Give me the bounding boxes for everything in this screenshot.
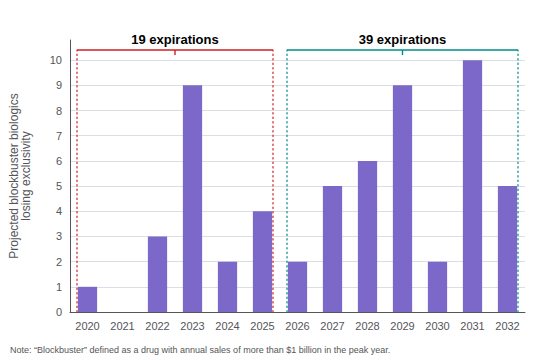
svg-text:7: 7 (56, 130, 62, 142)
svg-text:4: 4 (56, 205, 62, 217)
svg-text:2031: 2031 (460, 320, 484, 332)
svg-text:2028: 2028 (355, 320, 379, 332)
svg-text:8: 8 (56, 105, 62, 117)
svg-text:2025: 2025 (250, 320, 274, 332)
svg-text:2026: 2026 (285, 320, 309, 332)
svg-text:Projected blockbuster biologic: Projected blockbuster biologics (7, 93, 21, 259)
svg-text:Note: “Blockbuster” defined as: Note: “Blockbuster” defined as a drug wi… (10, 345, 390, 355)
svg-text:2029: 2029 (390, 320, 414, 332)
svg-text:0: 0 (56, 306, 62, 318)
svg-text:2023: 2023 (180, 320, 204, 332)
svg-text:2030: 2030 (425, 320, 449, 332)
svg-text:2024: 2024 (215, 320, 239, 332)
svg-text:3: 3 (56, 230, 62, 242)
svg-text:5: 5 (56, 180, 62, 192)
svg-text:2020: 2020 (75, 320, 99, 332)
svg-text:6: 6 (56, 155, 62, 167)
svg-text:2032: 2032 (495, 320, 519, 332)
svg-text:2022: 2022 (145, 320, 169, 332)
svg-text:39 expirations: 39 expirations (359, 32, 446, 47)
svg-text:2: 2 (56, 256, 62, 268)
svg-text:19 expirations: 19 expirations (131, 32, 218, 47)
svg-text:losing exclusivity: losing exclusivity (19, 131, 33, 220)
svg-text:10: 10 (50, 54, 62, 66)
svg-text:1: 1 (56, 281, 62, 293)
svg-text:9: 9 (56, 79, 62, 91)
svg-text:2027: 2027 (320, 320, 344, 332)
svg-text:2021: 2021 (110, 320, 134, 332)
